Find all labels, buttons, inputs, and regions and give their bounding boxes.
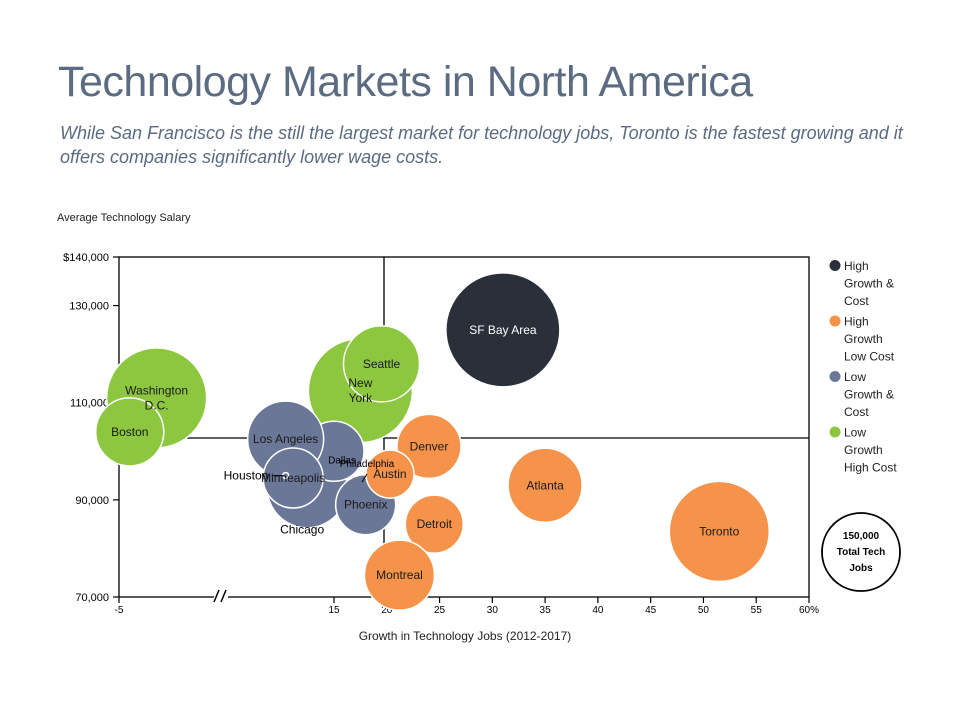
x-tick-label: 20 xyxy=(381,605,393,616)
legend-item-label: High Growth Low Cost xyxy=(844,315,895,364)
size-reference-line1: Total Tech xyxy=(837,547,886,558)
bubble-label-denver: Denver xyxy=(410,439,449,453)
bubble-label-sf-bay-area: SF Bay Area xyxy=(469,323,537,337)
size-reference-value: 150,000 xyxy=(843,531,880,542)
bubble-toronto xyxy=(668,480,771,583)
y-tick-label: 130,000 xyxy=(69,301,109,313)
bubble-label-detroit: Detroit xyxy=(417,517,453,531)
page-subtitle: While San Francisco is the still the lar… xyxy=(60,123,903,167)
legend-swatch xyxy=(829,260,841,271)
y-tick-label: 90,000 xyxy=(75,495,109,507)
bubble-minneapolis xyxy=(262,447,324,509)
bubble-label-washington-d-c: Washington xyxy=(125,383,188,397)
bubble-label-minneapolis: Minneapolis xyxy=(261,471,325,485)
y-tick-label: $140,000 xyxy=(63,252,109,264)
bubble-detroit xyxy=(404,494,465,554)
page-title: Technology Markets in North America xyxy=(58,58,753,106)
y-ticks: 70,000 90,000 110,000 130,000 $140,000 xyxy=(63,252,119,604)
bubble-label-washington-d-c: D.C. xyxy=(145,398,169,412)
philadelphia-leader-line xyxy=(361,473,368,483)
bubble-montreal xyxy=(363,539,436,611)
bubble-label-phoenix: Phoenix xyxy=(344,498,387,512)
bubble-label-chicago: Chicago xyxy=(280,523,324,537)
x-tick-label: -5 xyxy=(115,605,124,616)
x-tick-label: 50 xyxy=(698,605,710,616)
size-reference: 150,000 Total Tech Jobs xyxy=(821,512,901,592)
x-tick-label: 40 xyxy=(592,605,604,616)
bubble-sf-bay-area xyxy=(445,272,561,388)
bubble-label-houston: Houston xyxy=(224,469,269,483)
x-tick-label: 30 xyxy=(487,605,499,616)
legend-swatch xyxy=(829,426,841,438)
legend-item-label: Low Growth & Cost xyxy=(844,370,894,419)
bubble-label-toronto: Toronto xyxy=(699,524,739,538)
legend-swatch xyxy=(829,315,841,327)
legend-item-label: Low Growth High Cost xyxy=(844,426,897,475)
bubble-austin xyxy=(365,449,415,499)
bubble-label-new-york: New xyxy=(348,376,372,390)
x-axis-label: Growth in Technology Jobs (2012-2017) xyxy=(359,629,572,643)
axis-break-mark xyxy=(213,589,228,604)
legend-swatch xyxy=(829,371,841,382)
x-tick-label: 60% xyxy=(799,605,819,616)
x-tick-label: 25 xyxy=(434,605,446,616)
x-tick-label: 45 xyxy=(645,605,657,616)
bubble-seattle xyxy=(342,325,421,403)
y-tick-label: 110,000 xyxy=(70,398,109,410)
legend-item-label: High Growth & Cost xyxy=(844,259,894,308)
x-ticks: -5 15 20 25 30 35 40 45 50 55 60% xyxy=(115,597,819,616)
bubble-boston xyxy=(95,397,165,467)
bubble-label-philadelphia: Philadelphia xyxy=(340,459,395,470)
bubble-atlanta xyxy=(507,447,583,524)
bubble-label-austin: Austin xyxy=(373,467,406,481)
x-tick-label: 55 xyxy=(751,605,763,616)
y-axis-label: Average Technology Salary xyxy=(57,212,191,224)
bubble-label-atlanta: Atlanta xyxy=(526,478,564,492)
size-reference-line2: Jobs xyxy=(849,563,873,574)
bubble-label-los-angeles: Los Angeles xyxy=(253,432,318,446)
bubble-label-boston: Boston xyxy=(111,425,148,439)
bubble-label-new-york: York xyxy=(349,391,374,405)
bubble-label-montreal: Montreal xyxy=(376,568,423,582)
y-tick-label: 70,000 xyxy=(75,592,109,604)
bubble-label-dallas: Dallas xyxy=(328,455,356,466)
bubble-label-seattle: Seattle xyxy=(363,357,401,371)
bubble-denver xyxy=(396,413,462,480)
x-tick-label: 15 xyxy=(328,605,340,616)
x-tick-label: 35 xyxy=(540,605,552,616)
legend: High Growth & Cost High Growth Low Cost Low Gro… xyxy=(829,259,897,475)
